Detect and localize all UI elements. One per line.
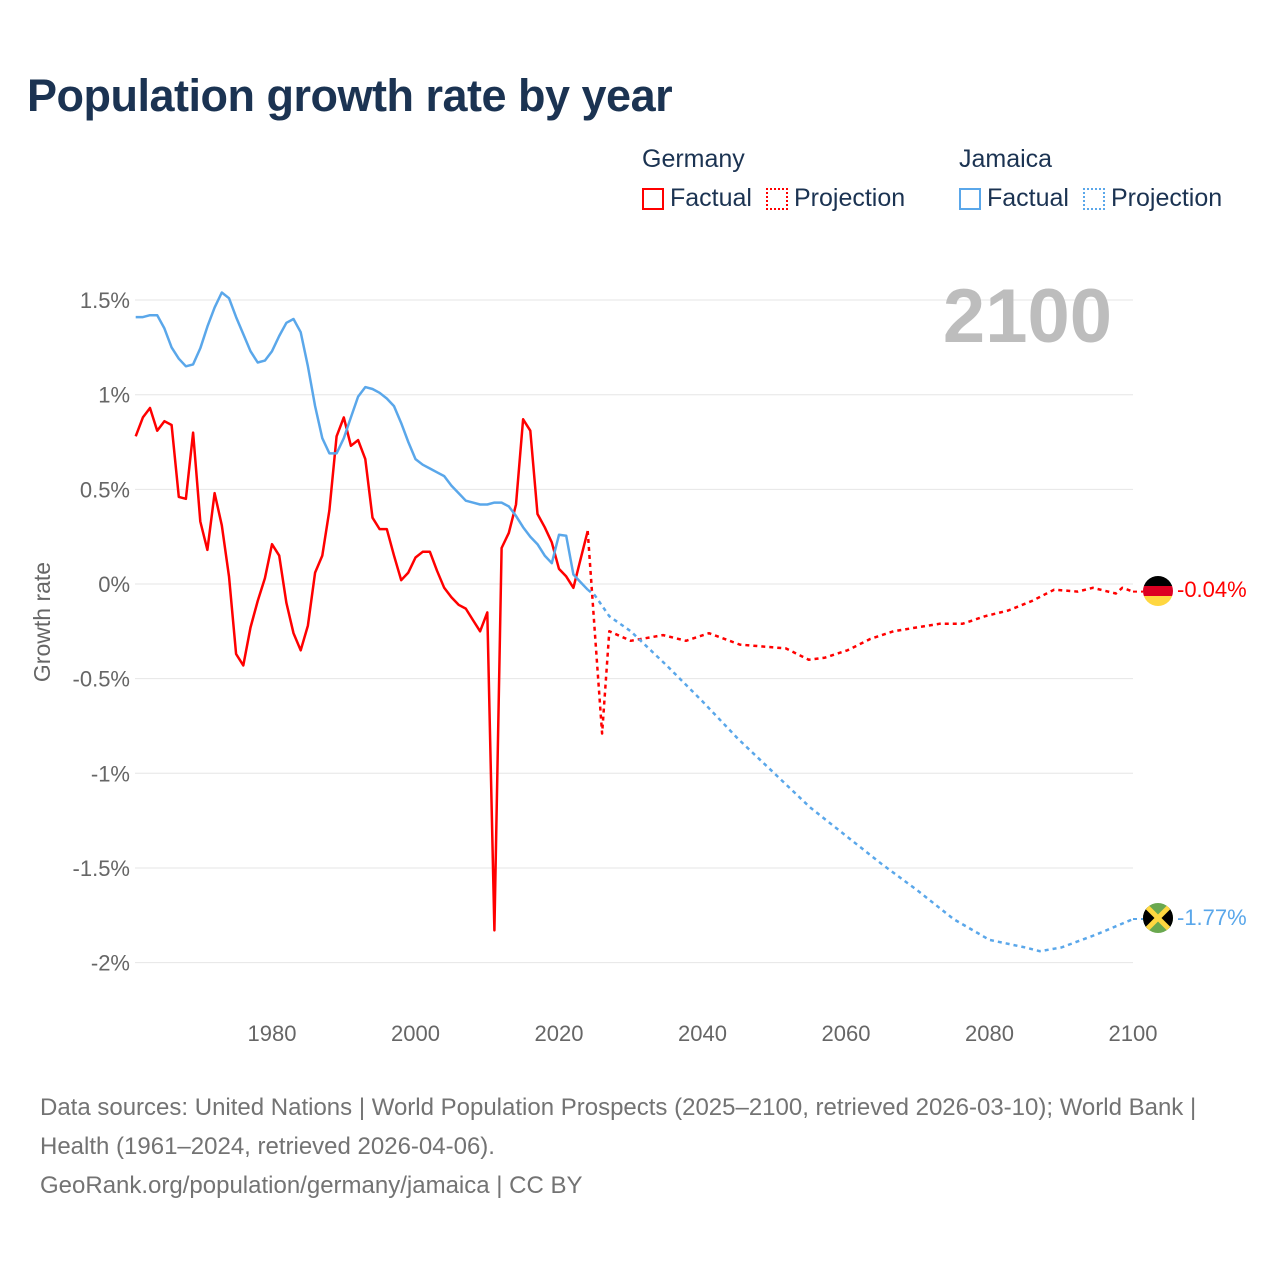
x-tick-label: 2000 [391, 1021, 440, 1046]
chart: 1.5% 1% 0.5% 0% -0.5% -1% -1.5% -2% 1980 2000 2020… [29, 274, 1247, 1046]
y-tick-label: -1.5% [73, 856, 130, 881]
dotted-swatch-icon [765, 187, 788, 210]
legend-jamaica: Jamaica Factual Projection [959, 145, 1222, 213]
legend-jamaica-name: Jamaica [959, 145, 1053, 173]
x-tick-label: 2040 [678, 1021, 727, 1046]
germany-end-label: -0.04% [1177, 577, 1247, 602]
x-tick-label: 2020 [535, 1021, 584, 1046]
x-tick-label: 1980 [248, 1021, 297, 1046]
series-line-germany-factual [134, 406, 589, 932]
legend-label: Projection [1110, 184, 1223, 212]
germany-flag-icon [1143, 576, 1173, 606]
legend-jamaica-factual[interactable]: Factual [959, 184, 1069, 213]
y-tick-label: -2% [91, 951, 130, 976]
legend-germany-projection[interactable]: Projection [765, 184, 906, 213]
y-tick-label: 1% [98, 383, 130, 408]
legend-germany-factual[interactable]: Factual [642, 184, 752, 213]
y-axis-label: Growth rate [29, 562, 55, 682]
y-tick-label: 1.5% [80, 288, 130, 313]
series-line-jamaica-factual [135, 291, 589, 591]
legend-germany: Germany Factual Projection [642, 145, 905, 213]
current-year-label: 2100 [943, 274, 1112, 359]
x-tick-label: 2100 [1109, 1021, 1158, 1046]
legend-jamaica-projection[interactable]: Projection [1082, 184, 1223, 213]
solid-swatch-icon [959, 187, 981, 210]
legend-label: Projection [793, 184, 906, 212]
y-tick-label: -1% [91, 761, 130, 786]
data-sources: Data sources: United Nations | World Pop… [40, 1094, 1197, 1160]
footer: Data sources: United Nations | World Pop… [40, 1088, 1240, 1205]
page-title: Population growth rate by year [27, 70, 673, 121]
jamaica-flag-icon [1143, 903, 1173, 933]
dotted-swatch-icon [1082, 187, 1105, 210]
y-tick-label: -0.5% [73, 667, 130, 692]
x-tick-label: 2060 [822, 1021, 871, 1046]
series-line-jamaica-projection [586, 588, 1134, 953]
legend-germany-name: Germany [642, 145, 745, 173]
y-tick-label: 0% [98, 572, 130, 597]
legend-label: Factual [670, 184, 752, 212]
series-line-germany-projection [586, 530, 1134, 735]
x-tick-label: 2080 [965, 1021, 1014, 1046]
jamaica-end-label: -1.77% [1177, 905, 1247, 930]
legend-label: Factual [987, 184, 1069, 212]
solid-swatch-icon [642, 187, 664, 210]
credit-link[interactable]: GeoRank.org/population/germany/jamaica |… [40, 1172, 583, 1199]
y-tick-label: 0.5% [80, 477, 130, 502]
